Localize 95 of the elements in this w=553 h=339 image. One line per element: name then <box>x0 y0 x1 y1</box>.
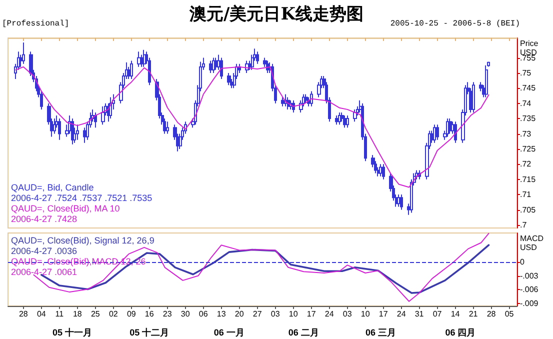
candlestick <box>71 118 74 145</box>
x-tick-label: 14 <box>450 310 460 318</box>
x-tick-label: 25 <box>90 310 100 318</box>
candlestick <box>472 82 475 113</box>
candlestick <box>454 121 457 144</box>
x-tick-label: 04 <box>36 310 46 318</box>
candlestick <box>353 108 357 122</box>
x-tick-label: 06 <box>198 310 208 318</box>
x-tick-label: 09 <box>126 310 136 318</box>
text: [Professional] <box>2 20 70 28</box>
annotation: 2006-4-27 .7524 .7537 .7521 .7535 <box>11 193 152 203</box>
y-axis-title: MACD USD <box>520 234 544 252</box>
candlestick <box>446 118 449 138</box>
y-tick-label: -.006 <box>520 285 539 294</box>
candlestick <box>143 49 146 68</box>
x-tick-label: 11 <box>55 310 64 318</box>
candlestick <box>343 115 346 128</box>
x-tick-label: 10 <box>288 310 298 318</box>
y-tick-label: .72 <box>520 160 532 169</box>
x2-tick-label: 05 十一月 <box>52 328 92 338</box>
candlestick <box>76 124 79 140</box>
text: QAUD=, Bid, Candle <box>11 182 94 192</box>
x-tick-label: 07 <box>432 310 442 318</box>
x-tick-label: 20 <box>234 310 244 318</box>
candlestick <box>397 194 400 208</box>
candlestick <box>310 90 313 107</box>
candlestick <box>212 57 215 74</box>
y-tick-label: -.003 <box>520 271 539 280</box>
x-tick-label: 17 <box>378 310 388 318</box>
candlestick <box>400 194 403 210</box>
x-tick-label: 17 <box>306 310 316 318</box>
candlestick <box>305 94 308 104</box>
x2-tick-label: 06 一月 <box>214 328 244 338</box>
y-tick-label: .715 <box>520 174 536 184</box>
x-tick-label: 30 <box>180 310 190 318</box>
x-tick-label: 24 <box>324 310 334 318</box>
y-tick-label: -.009 <box>520 299 539 308</box>
x-tick-label: 13 <box>216 310 226 318</box>
candlestick <box>382 164 385 180</box>
candlestick <box>436 124 439 140</box>
candlestick <box>335 115 339 126</box>
y-tick-label: .71 <box>520 190 532 200</box>
y-tick-label: 0 <box>520 257 525 266</box>
x-tick-label: 27 <box>252 310 262 318</box>
x-tick-label: 05 <box>504 310 514 318</box>
x-tick-label: 24 <box>396 310 406 318</box>
candlestick <box>433 124 436 144</box>
x-tick-label: 31 <box>414 310 424 318</box>
series-label: QAUD=, Close(Bid), Signal 12, 26,9 <box>11 236 154 246</box>
chart-title: 澳元/美元日K线走势图 <box>188 4 364 24</box>
candlestick <box>227 72 231 86</box>
x2-tick-label: 06 三月 <box>365 328 396 338</box>
y-tick-label: .735 <box>520 114 536 124</box>
candlestick <box>220 57 223 80</box>
candlestick <box>346 115 349 128</box>
y-tick-label: .705 <box>520 205 536 214</box>
y-tick-label: .725 <box>520 144 536 154</box>
x-tick-label: 28 <box>486 310 496 318</box>
annotation: 2006-4-27 .0061 <box>11 267 78 277</box>
candlestick <box>166 121 169 134</box>
annotation: 2006-4-27 .7428 <box>11 214 78 224</box>
y-tick-label: .745 <box>520 84 536 93</box>
candlestick <box>58 118 61 140</box>
candlestick <box>22 42 25 64</box>
x-tick-label: 18 <box>72 310 82 318</box>
candlestick <box>256 51 259 64</box>
candlestick <box>94 112 97 128</box>
y-axis-title: Price USD <box>520 39 539 57</box>
candlestick <box>140 54 143 68</box>
x-tick-label: 02 <box>108 310 118 318</box>
y-tick-label: .73 <box>520 129 532 138</box>
y-tick-label: .74 <box>520 98 532 108</box>
candlestick <box>137 51 141 68</box>
annotation: 2006-4-27 .0036 <box>11 246 78 256</box>
x-tick-label: 03 <box>270 310 280 318</box>
x-tick-label: 16 <box>144 310 154 318</box>
x2-tick-label: 05 十二月 <box>130 328 170 338</box>
candlestick <box>338 112 341 126</box>
candlestick <box>379 164 382 177</box>
candlestick <box>130 60 133 80</box>
y-tick-label: .7 <box>520 220 528 230</box>
x2-tick-label: 06 四月 <box>445 328 476 338</box>
x-tick-label: 28 <box>18 310 28 318</box>
candlestick <box>281 96 285 107</box>
x-tick-label: 03 <box>342 310 352 318</box>
candlestick <box>101 106 105 126</box>
x-tick-label: 10 <box>360 310 370 318</box>
x2-tick-label: 06 二月 <box>288 328 319 338</box>
candlestick <box>53 118 56 134</box>
text: 2005-10-25 - 2006-5-8 (BEI) <box>390 20 520 28</box>
x-tick-label: 21 <box>468 310 478 318</box>
text: QAUD=, Close(Bid), MA 10 <box>11 204 120 214</box>
x-tick-label: 23 <box>162 310 172 318</box>
candlestick <box>485 64 488 98</box>
y-tick-label: .75 <box>520 68 532 78</box>
